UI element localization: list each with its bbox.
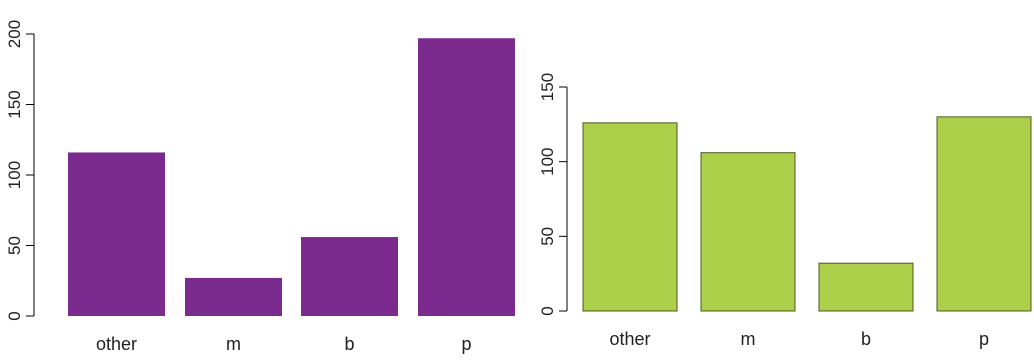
bar-p bbox=[936, 116, 1032, 312]
y-tick-label: 200 bbox=[5, 20, 24, 48]
y-tick-label: 100 bbox=[538, 147, 557, 175]
y-tick-label: 50 bbox=[5, 236, 24, 255]
x-tick-label-m: m bbox=[741, 329, 756, 349]
bar-p bbox=[418, 38, 515, 316]
bar-other bbox=[582, 122, 678, 312]
y-tick-label: 150 bbox=[5, 90, 24, 118]
bar-b bbox=[818, 262, 914, 312]
x-tick-label-other: other bbox=[609, 329, 650, 349]
y-tick-label: 0 bbox=[5, 311, 24, 320]
bar-other bbox=[68, 152, 165, 316]
bar-m bbox=[700, 152, 796, 312]
bar-b bbox=[301, 237, 398, 316]
chart-left: 0 50 100 150 200 other m b p bbox=[5, 20, 515, 354]
bar-m bbox=[185, 277, 282, 316]
y-tick-label: 50 bbox=[538, 227, 557, 246]
x-tick-label-other: other bbox=[96, 334, 137, 354]
x-tick-label-m: m bbox=[226, 334, 241, 354]
x-tick-label-b: b bbox=[344, 334, 354, 354]
x-tick-label-p: p bbox=[461, 334, 471, 354]
x-tick-label-b: b bbox=[861, 329, 871, 349]
y-tick-label: 0 bbox=[538, 306, 557, 315]
chart-right: 0 50 100 150 other m b p bbox=[538, 73, 1032, 349]
y-tick-label: 100 bbox=[5, 161, 24, 189]
y-tick-label: 150 bbox=[538, 73, 557, 101]
x-tick-label-p: p bbox=[979, 329, 989, 349]
